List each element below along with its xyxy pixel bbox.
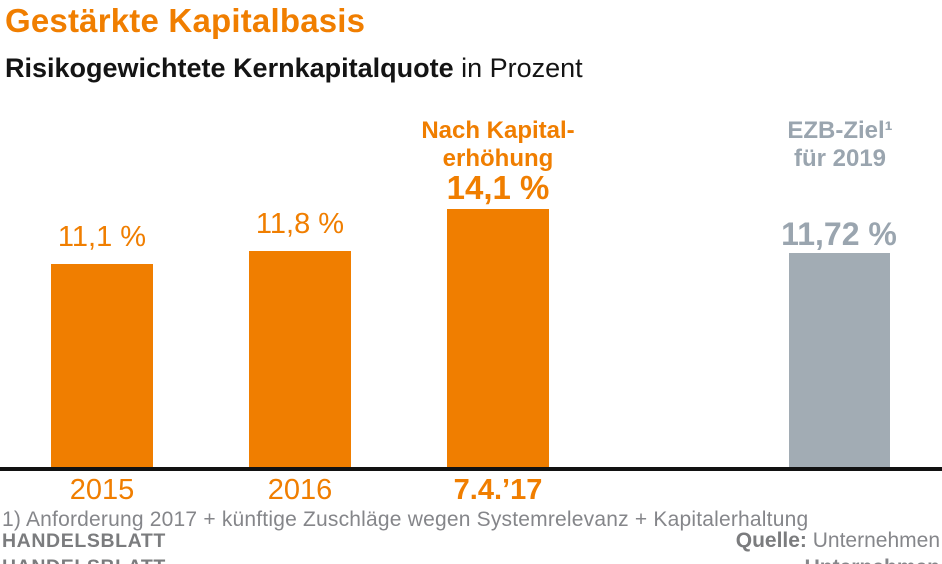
footnote: 1) Anforderung 2017 + künftige Zuschläge… xyxy=(2,508,809,531)
bar-value-label-2016: 11,8 % xyxy=(255,208,345,240)
bar-2016 xyxy=(249,251,351,467)
annotation-line2: für 2019 xyxy=(793,145,887,172)
bar-2015 xyxy=(51,264,153,467)
x-axis-label-2015: 2015 xyxy=(69,474,135,506)
source-line: Quelle: Unternehmen xyxy=(736,529,940,553)
chart-title: Gestärkte Kapitalbasis xyxy=(5,2,366,39)
x-axis-baseline xyxy=(0,467,942,471)
chart-subtitle-bold: Risikogewichtete Kernkapitalquote xyxy=(5,53,454,83)
chart-subtitle-unit: in Prozent xyxy=(453,53,583,83)
cropped-text-row: HANDELSBLATT Unternehmen xyxy=(0,556,942,564)
cropped-brand-text: HANDELSBLATT xyxy=(2,556,166,564)
bar-2017-nach-kapitalerhoehung xyxy=(447,209,549,467)
x-axis-label-2016: 2016 xyxy=(267,474,333,506)
bar-ezb-ziel xyxy=(789,253,890,467)
annotation-line1: EZB-Ziel¹ xyxy=(787,117,893,144)
source-value: Unternehmen xyxy=(806,529,940,552)
annotation-nach-kapitalerhoehung: Nach Kapital- erhöhung xyxy=(378,117,618,173)
annotation-ezb-ziel: EZB-Ziel¹ für 2019 xyxy=(720,117,942,173)
bar-value-label-2017: 14,1 % xyxy=(446,169,550,206)
cropped-source-text: Unternehmen xyxy=(805,556,940,564)
annotation-line2: erhöhung xyxy=(442,145,554,172)
x-axis-label-2017: 7.4.’17 xyxy=(453,474,543,506)
handelsblatt-brand: HANDELSBLATT xyxy=(2,530,166,552)
source-label: Quelle: xyxy=(735,529,807,552)
chart-subtitle: Risikogewichtete Kernkapitalquote in Pro… xyxy=(5,53,583,84)
annotation-line1: Nach Kapital- xyxy=(421,117,575,144)
bar-value-label-2015: 11,1 % xyxy=(57,221,147,253)
bar-value-label-ezb: 11,72 % xyxy=(781,216,897,252)
